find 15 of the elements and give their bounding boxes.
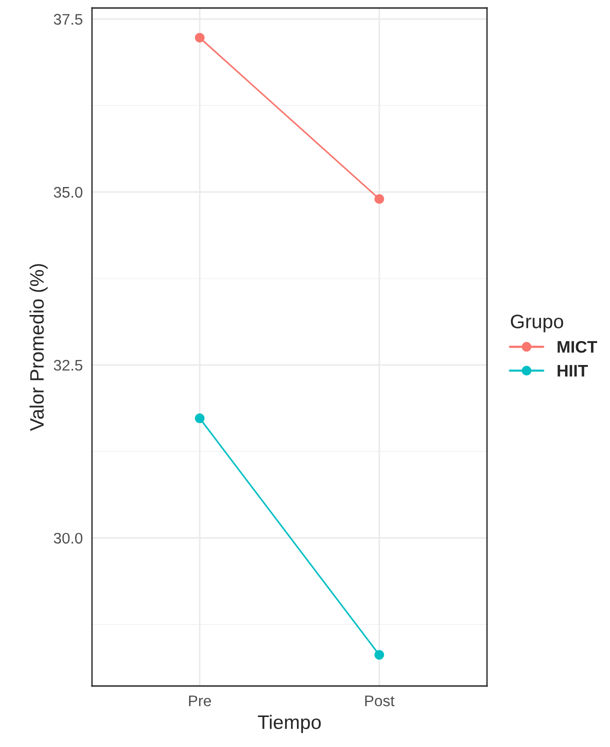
point [194,413,205,424]
x-axis-title: Tiempo [258,714,321,733]
point [374,650,384,660]
y-tick-label: 32.5 [54,360,82,371]
point [374,194,384,204]
point [194,32,205,43]
legend-label: HIIT [558,365,588,376]
y-axis-title: Valor Promedio (%) [30,264,48,432]
y-tick-label: 30.0 [54,532,82,544]
y-tick-label: 35.0 [54,186,82,198]
x-tick-label: Pre [189,696,211,706]
y-tick-label: 37.5 [54,14,82,25]
x-tick-label: Post [365,696,394,706]
legend-label: MICT [558,340,598,353]
legend-title: Grupo [510,314,564,332]
